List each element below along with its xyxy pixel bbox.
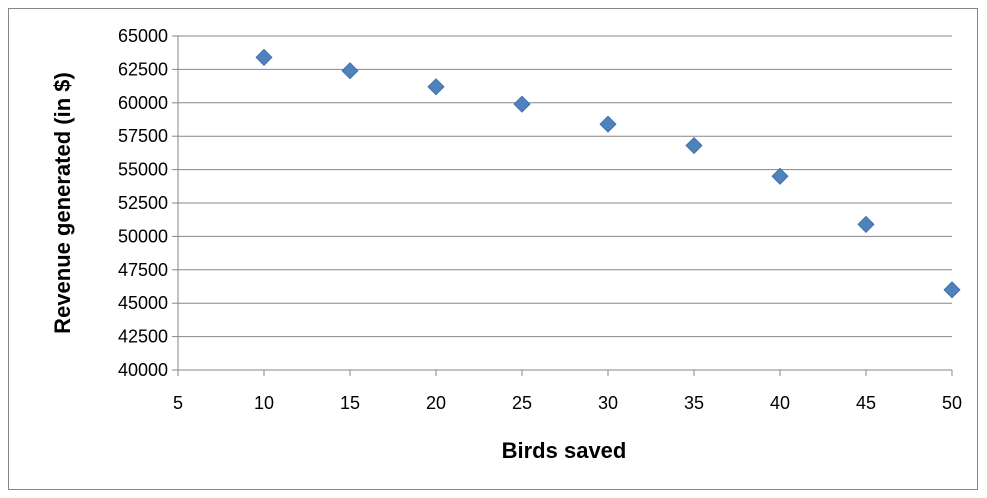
y-tick-label-3: 47500 <box>118 260 168 280</box>
data-point-0-6 <box>771 167 789 185</box>
data-point-0-3 <box>513 95 531 113</box>
x-tick-label-0: 5 <box>173 393 183 413</box>
data-point-0-5 <box>685 136 703 155</box>
y-tick-label-7: 57500 <box>118 126 168 146</box>
y-tick-label-1: 42500 <box>118 327 168 347</box>
x-tick-label-1: 10 <box>254 393 274 413</box>
chart-area <box>8 8 978 490</box>
data-point-0-7 <box>857 215 875 233</box>
data-point-0-1 <box>341 62 359 80</box>
axes <box>172 35 953 376</box>
y-tick-label-2: 45000 <box>118 293 168 313</box>
x-tick-label-3: 20 <box>426 393 446 413</box>
x-tick-label-4: 25 <box>512 393 532 413</box>
x-tick-label-7: 40 <box>770 393 790 413</box>
data-point-0-4 <box>599 115 617 133</box>
x-tick-label-8: 45 <box>856 393 876 413</box>
tick-labels: 40000 42500 45000 47500 50000 52500 55000 57500… <box>118 26 962 413</box>
data-point-0-0 <box>255 48 273 66</box>
y-tick-label-0: 40000 <box>118 360 168 380</box>
data-point-0-8 <box>943 281 961 299</box>
x-tick-label-5: 30 <box>598 393 618 413</box>
x-tick-label-6: 35 <box>684 393 704 413</box>
y-tick-label-9: 62500 <box>118 59 168 79</box>
y-tick-label-10: 65000 <box>118 26 168 46</box>
data-point-0-2 <box>427 78 445 96</box>
grid-lines <box>178 35 952 371</box>
x-axis-title: Birds saved <box>502 438 627 463</box>
y-tick-label-6: 55000 <box>118 160 168 180</box>
y-tick-label-8: 60000 <box>118 93 168 113</box>
y-tick-label-5: 52500 <box>118 193 168 213</box>
data-points <box>255 48 961 299</box>
x-tick-label-9: 50 <box>942 393 962 413</box>
y-axis-title: Revenue generated (in $) <box>50 72 75 334</box>
x-tick-label-2: 15 <box>340 393 360 413</box>
y-tick-label-4: 50000 <box>118 226 168 246</box>
